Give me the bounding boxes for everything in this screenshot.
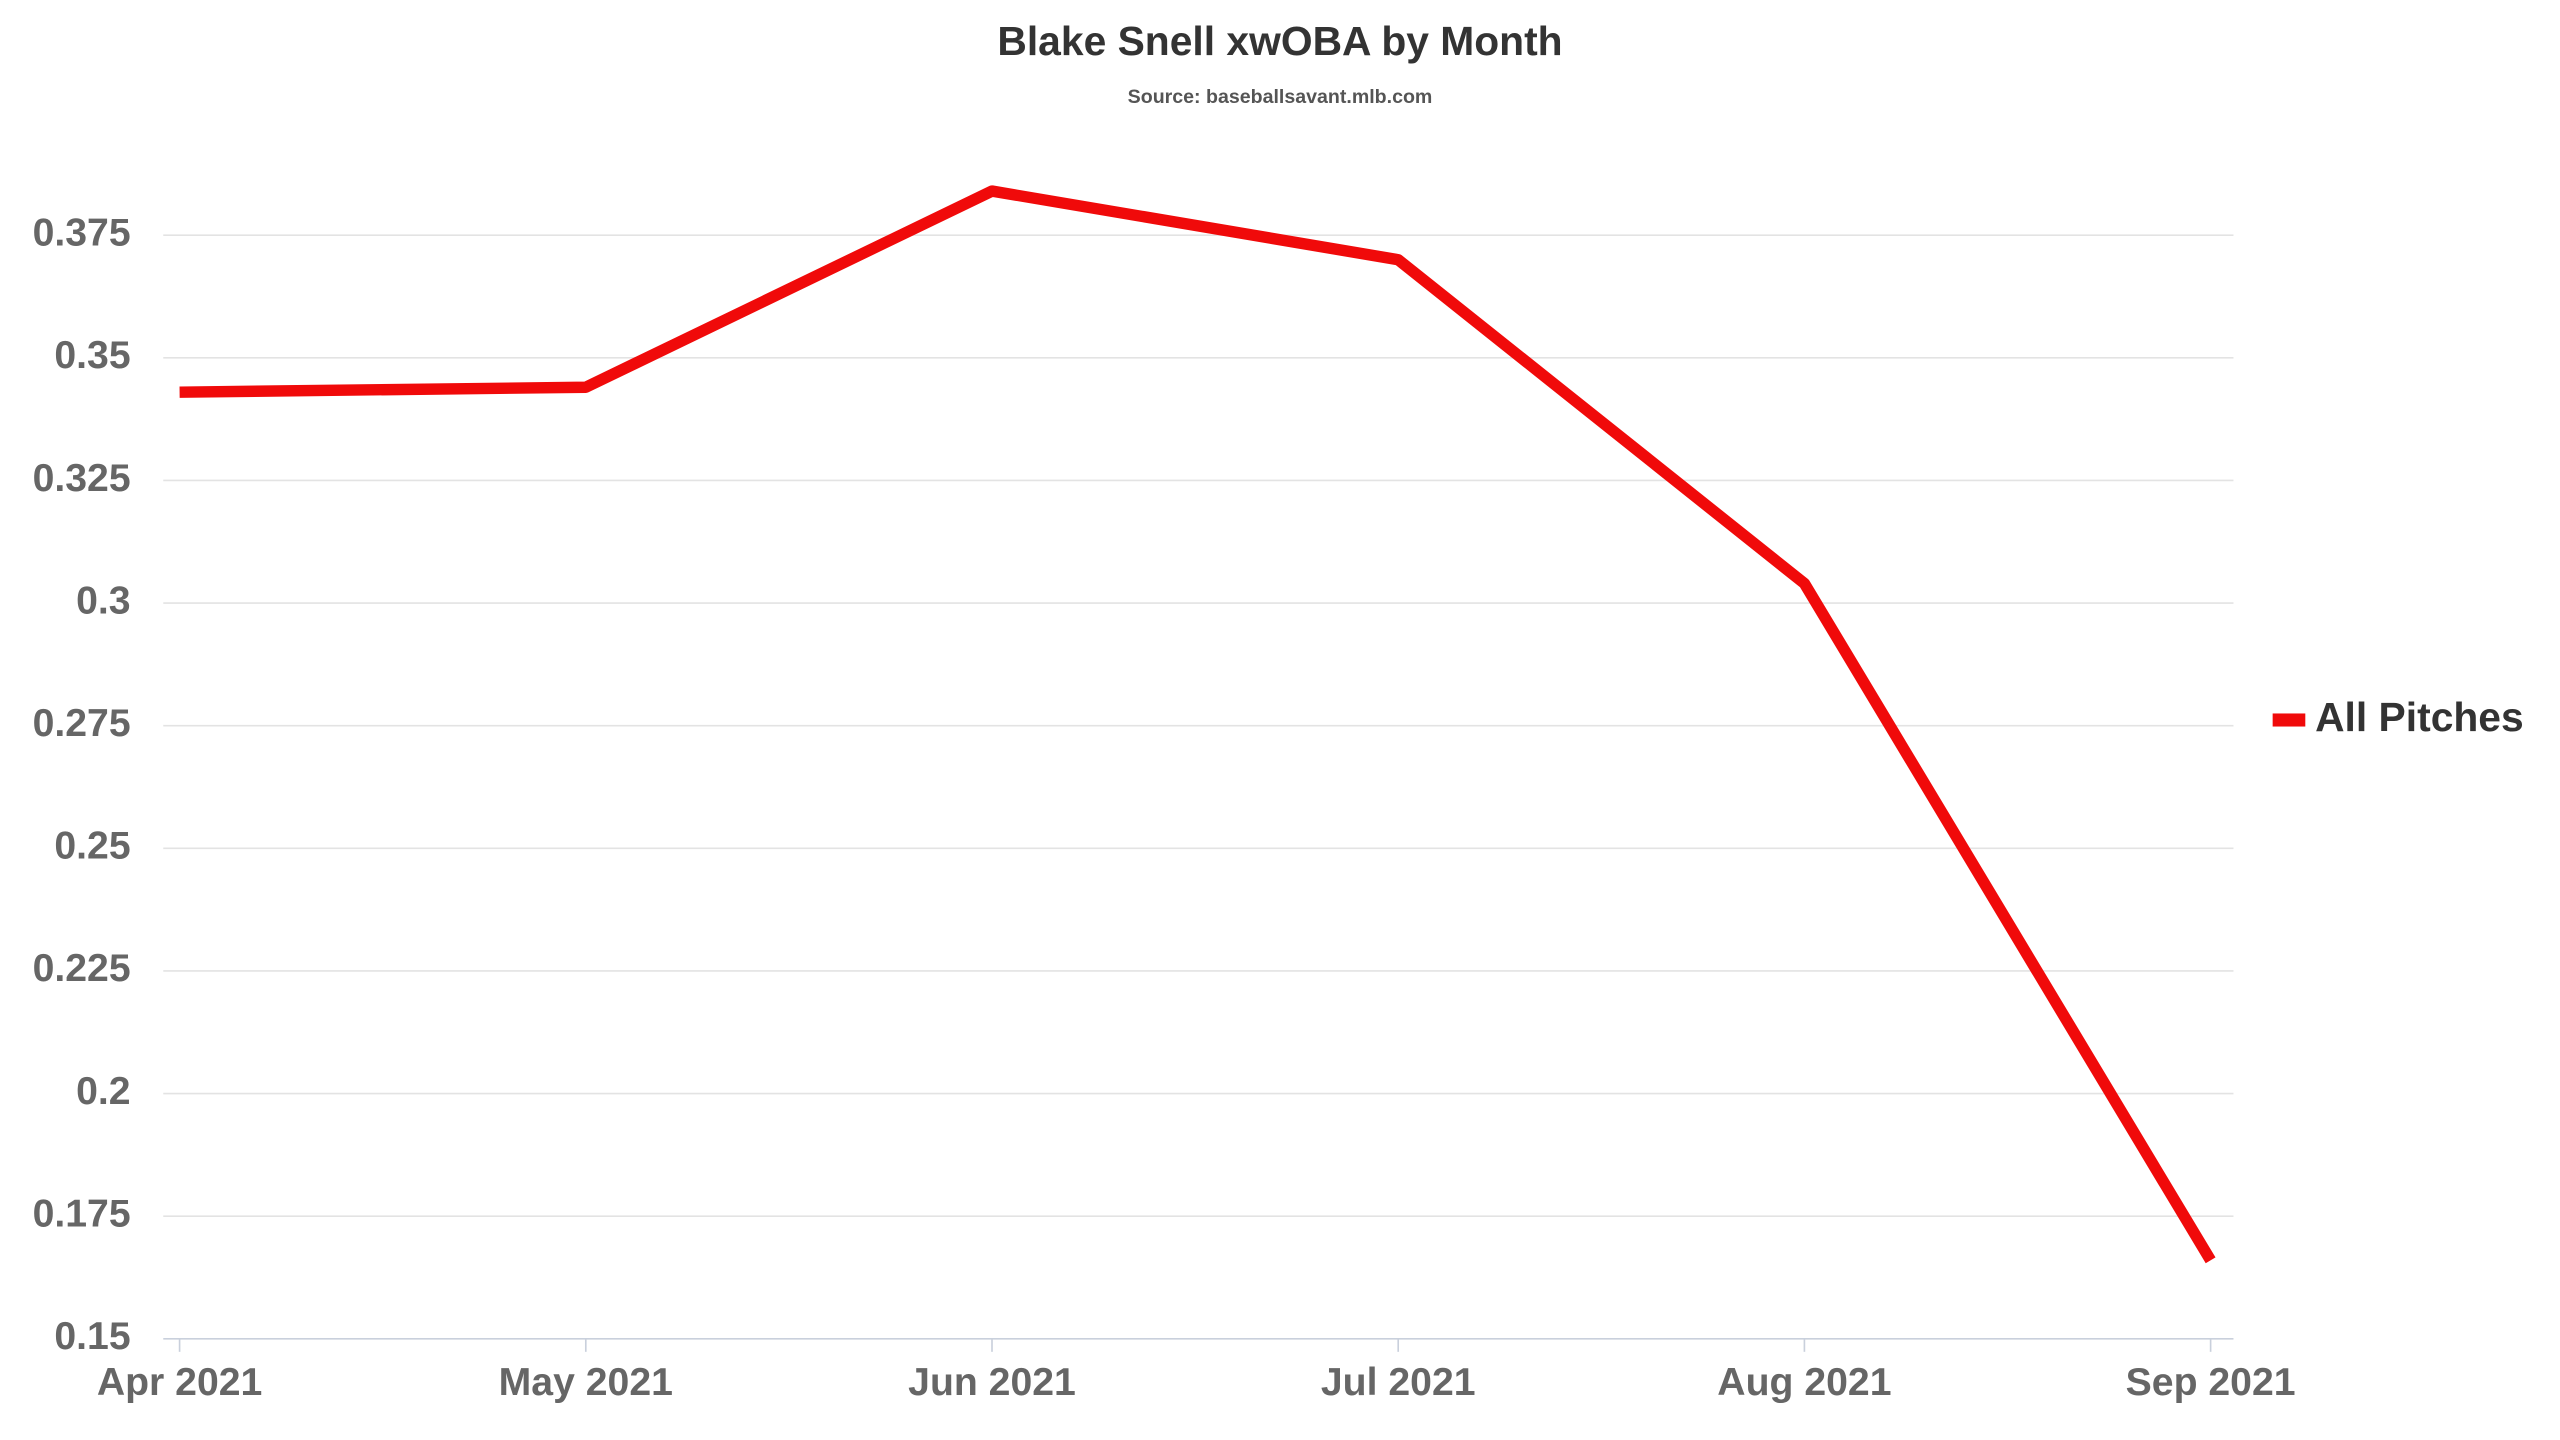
y-tick-label: 0.25: [54, 825, 130, 868]
y-tick-label: 0.3: [76, 579, 130, 622]
y-tick-label: 0.375: [33, 212, 131, 255]
x-tick-label: Sep 2021: [2126, 1361, 2296, 1404]
chart-title: Blake Snell xwOBA by Month: [997, 18, 1562, 64]
x-tick-label: Apr 2021: [97, 1361, 262, 1404]
x-tick-label: Jul 2021: [1321, 1361, 1476, 1404]
chart-subtitle: Source: baseballsavant.mlb.com: [1128, 86, 1433, 108]
line-series: [179, 185, 2216, 1264]
y-tick-label: 0.15: [54, 1315, 130, 1358]
x-tick-label: Jun 2021: [908, 1361, 1076, 1404]
y-tick-label: 0.325: [33, 457, 131, 500]
y-tick-label: 0.2: [76, 1070, 130, 1113]
legend-swatch: [2272, 713, 2306, 727]
legend-label: All Pitches: [2315, 694, 2524, 740]
x-tick-label: May 2021: [499, 1361, 673, 1404]
y-tick-label: 0.35: [54, 334, 130, 377]
y-tick-label: 0.225: [33, 947, 131, 990]
y-tick-label: 0.275: [33, 702, 131, 745]
y-tick-label: 0.175: [33, 1193, 131, 1236]
x-tick-label: Aug 2021: [1717, 1361, 1891, 1404]
